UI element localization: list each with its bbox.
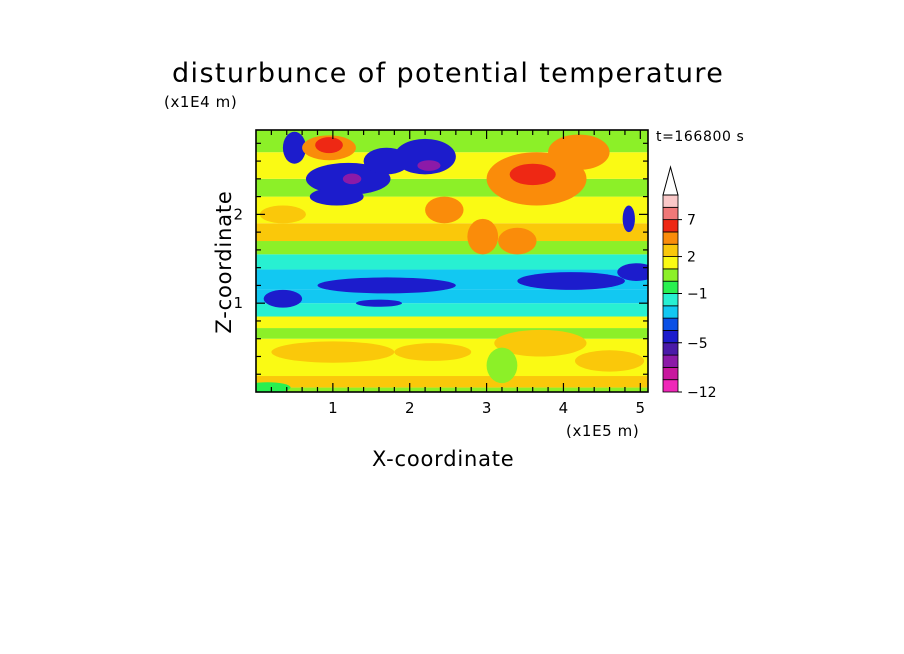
x-axis-label: X-coordinate xyxy=(372,447,515,471)
plot-frame xyxy=(255,129,649,393)
field-feature-11 xyxy=(342,173,362,185)
colorbar: 7 2 −1 −5 −12 xyxy=(662,165,717,401)
field-feature-2 xyxy=(517,272,625,290)
field-feature-0 xyxy=(263,289,303,308)
colorbar-swatch-8 xyxy=(662,280,679,294)
field-feature-5 xyxy=(282,131,306,164)
colorbar-swatch-7 xyxy=(662,293,679,307)
field-feature-23 xyxy=(494,329,587,357)
field-band-4 xyxy=(256,316,648,329)
colorbar-swatch-2 xyxy=(662,354,679,368)
field-feature-18 xyxy=(425,196,464,224)
colorbar-tick-label-1: 2 xyxy=(687,250,696,266)
colorbar-swatch-10 xyxy=(662,256,679,270)
field-feature-25 xyxy=(259,205,306,224)
colorbar-swatch-0 xyxy=(662,379,679,393)
chart-title: disturbunce of potential temperature xyxy=(172,58,725,89)
colorbar-tick-label-2: −1 xyxy=(687,287,708,303)
field-feature-21 xyxy=(271,341,395,363)
field-feature-7 xyxy=(309,187,364,206)
colorbar-swatch-3 xyxy=(662,342,679,356)
colorbar-swatch-9 xyxy=(662,268,679,282)
z-axis-unit-label: (x1E4 m) xyxy=(164,93,238,111)
field-feature-4 xyxy=(355,299,403,307)
colorbar-swatch-14 xyxy=(662,206,679,221)
field-feature-22 xyxy=(394,343,472,361)
colorbar-tick-label-3: −5 xyxy=(687,336,708,352)
field-feature-9 xyxy=(394,138,456,175)
x-axis-ticks: 1 2 3 4 5 xyxy=(270,130,646,417)
colorbar-tick-label-4: −12 xyxy=(687,385,717,401)
y-tick-label-1: 2 xyxy=(233,205,243,223)
y-tick-label-0: 1 xyxy=(233,294,243,312)
field-feature-16 xyxy=(509,163,556,186)
field-feature-17 xyxy=(548,134,610,170)
colorbar-swatch-11 xyxy=(662,243,679,257)
colorbar-tick-label-0: 7 xyxy=(687,213,696,229)
field-band-8 xyxy=(256,254,648,270)
y-axis-ticks: 12 xyxy=(233,142,648,375)
field-band-3 xyxy=(256,328,648,339)
field-band-1 xyxy=(256,376,648,388)
colorbar-swatch-12 xyxy=(662,231,679,245)
colorbar-extend-arrow xyxy=(662,165,679,196)
colorbar-swatch-6 xyxy=(662,305,679,319)
x-tick-label-0: 1 xyxy=(328,399,338,417)
field-band-6 xyxy=(256,289,648,304)
field-feature-24 xyxy=(574,350,645,372)
field-feature-10 xyxy=(417,160,441,171)
x-tick-label-4: 5 xyxy=(636,399,646,417)
colorbar-swatch-4 xyxy=(662,330,679,344)
x-axis-unit-label: (x1E5 m) xyxy=(566,422,640,440)
field-band-0 xyxy=(256,387,648,392)
colorbar-swatch-5 xyxy=(662,317,679,331)
field-band-9 xyxy=(256,241,648,255)
x-tick-label-3: 4 xyxy=(559,399,569,417)
potential-temperature-field xyxy=(256,130,648,392)
field-band-10 xyxy=(256,223,648,242)
colorbar-swatch-13 xyxy=(662,219,679,233)
field-band-5 xyxy=(256,303,648,317)
x-tick-label-1: 2 xyxy=(405,399,415,417)
field-feature-3 xyxy=(617,263,648,281)
field-feature-12 xyxy=(622,205,635,233)
field-feature-26 xyxy=(486,347,518,384)
field-feature-14 xyxy=(315,137,343,154)
field-feature-19 xyxy=(467,218,499,255)
field-feature-27 xyxy=(256,382,291,392)
field-feature-20 xyxy=(498,227,537,255)
colorbar-swatch-15 xyxy=(662,194,679,208)
x-tick-label-2: 3 xyxy=(482,399,492,417)
time-label: t=166800 s xyxy=(656,129,745,145)
field-feature-1 xyxy=(317,277,456,294)
colorbar-swatch-1 xyxy=(662,366,679,381)
